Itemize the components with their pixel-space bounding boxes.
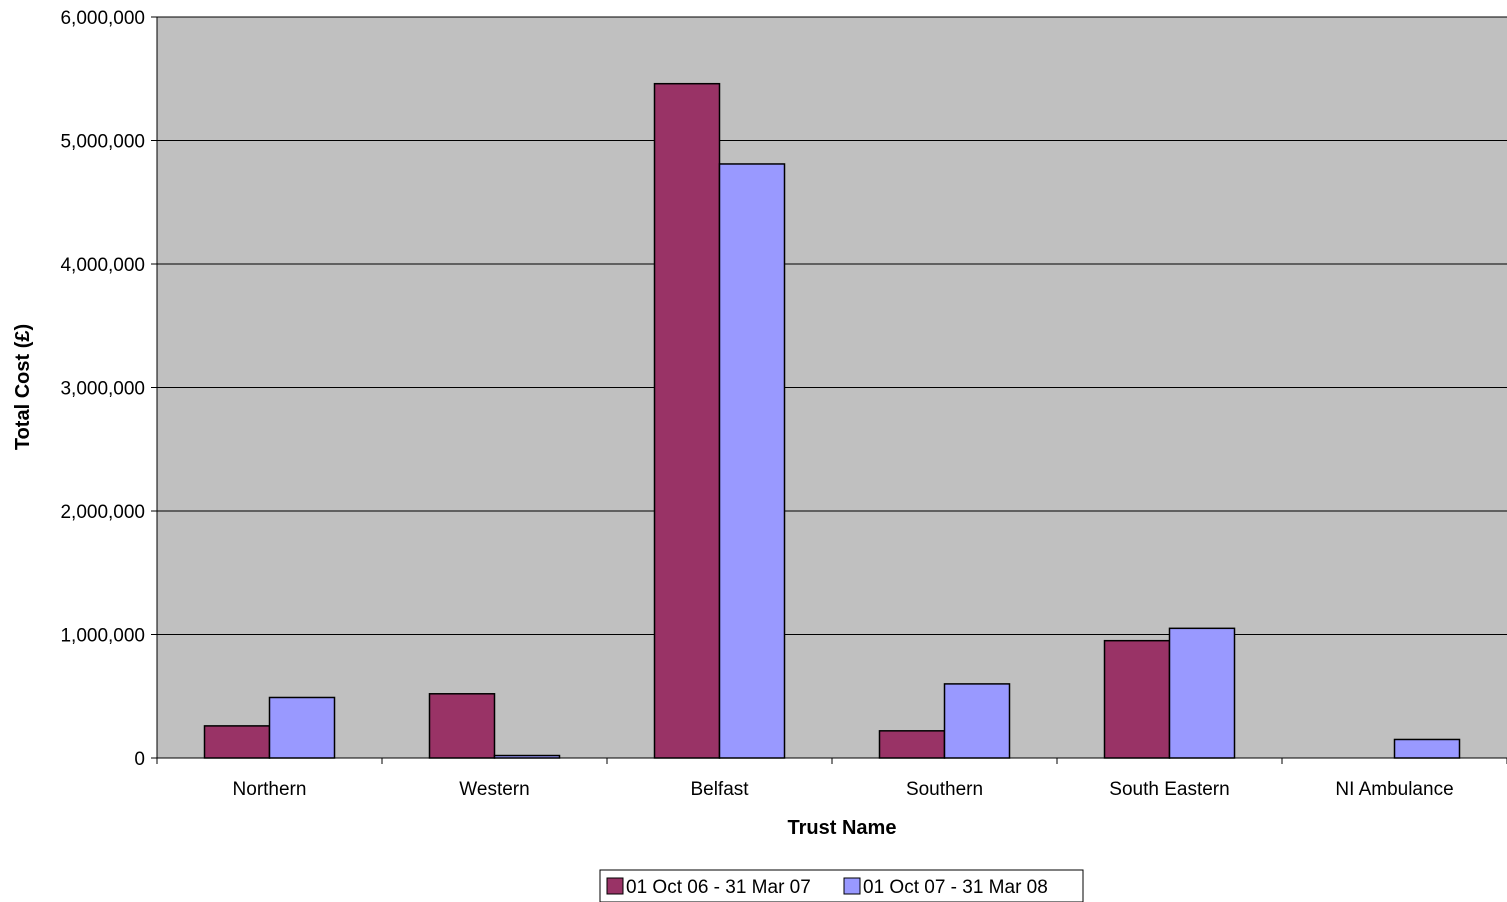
bar-1-belfast — [653, 82, 721, 759]
legend-label-series-2: 01 Oct 07 - 31 Mar 08 — [863, 877, 1048, 898]
y-tick-label: 5,000,000 — [60, 132, 145, 153]
x-tick-label: Western — [459, 779, 529, 800]
bar-2-south-eastern — [1168, 627, 1236, 759]
x-tick-label: South Eastern — [1109, 779, 1229, 800]
y-tick-label: 1,000,000 — [60, 626, 145, 647]
y-tick-label: 3,000,000 — [60, 379, 145, 400]
legend-box — [599, 869, 1084, 902]
bar-2-belfast — [718, 163, 786, 759]
y-tick-label: 0 — [134, 749, 145, 770]
legend-swatch-series-1 — [606, 877, 624, 895]
y-tick-label: 6,000,000 — [60, 8, 145, 29]
x-tick-label: NI Ambulance — [1335, 779, 1453, 800]
y-tick-label: 4,000,000 — [60, 255, 145, 276]
bar-2-ni-ambulance — [1393, 738, 1461, 759]
bar-2-southern — [943, 683, 1011, 759]
legend: 01 Oct 06 - 31 Mar 07 01 Oct 07 - 31 Mar… — [599, 869, 1084, 902]
x-tick-label: Southern — [906, 779, 983, 800]
bar-1-western — [428, 693, 496, 759]
bar-2-northern — [268, 696, 336, 759]
x-tick-label: Belfast — [690, 779, 749, 800]
x-axis-ticks: Northern Western Belfast Southern South East… — [156, 758, 1507, 800]
y-axis-ticks: 0 1,000,000 2,000,000 3,000,000 4,000,000 5,0… — [60, 8, 157, 770]
y-tick-label: 2,000,000 — [60, 502, 145, 523]
bar-1-northern — [203, 725, 271, 759]
bars — [203, 82, 1461, 759]
y-axis-title: Total Cost (£) — [12, 324, 34, 450]
x-tick-label: Northern — [233, 779, 307, 800]
legend-swatch-series-2 — [843, 877, 861, 895]
bar-1-southern — [878, 730, 946, 759]
legend-label-series-1: 01 Oct 06 - 31 Mar 07 — [626, 877, 811, 898]
gridlines — [157, 16, 1507, 635]
x-axis-title: Trust Name — [788, 817, 897, 839]
bar-1-south-eastern — [1103, 639, 1171, 759]
